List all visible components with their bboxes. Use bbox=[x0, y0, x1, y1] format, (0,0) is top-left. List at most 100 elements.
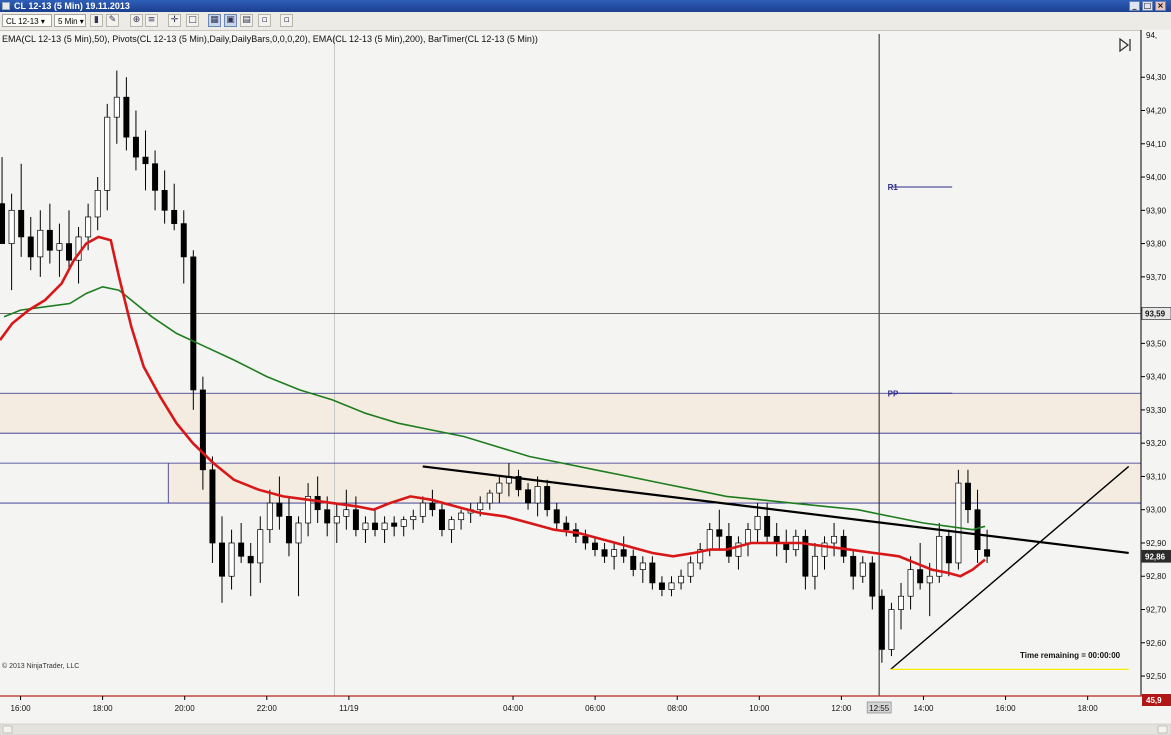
crosshair-icon[interactable]: ✛ bbox=[168, 14, 181, 27]
candle-body bbox=[592, 542, 598, 550]
candle bbox=[27, 216, 34, 271]
candle-body bbox=[725, 535, 732, 557]
candle-body bbox=[295, 522, 302, 544]
candle bbox=[219, 516, 225, 603]
candle bbox=[630, 549, 637, 577]
candle bbox=[735, 536, 742, 570]
close-button[interactable]: × bbox=[1155, 1, 1166, 11]
candle bbox=[888, 602, 895, 657]
candle-body bbox=[352, 509, 359, 531]
candle-body bbox=[305, 496, 312, 524]
candle bbox=[678, 569, 685, 590]
candle bbox=[496, 476, 503, 504]
trendline-1 bbox=[422, 465, 1129, 555]
collapse-panel-icon[interactable] bbox=[1119, 37, 1131, 53]
candle-body bbox=[525, 489, 532, 504]
data-box-icon[interactable]: □ bbox=[186, 14, 199, 27]
maximize-button[interactable]: □ bbox=[1142, 1, 1153, 11]
candle bbox=[209, 456, 216, 563]
scroll-left-button[interactable] bbox=[2, 725, 13, 734]
candle-body bbox=[582, 535, 589, 544]
candle-body bbox=[381, 522, 388, 531]
candle bbox=[362, 516, 369, 543]
candle-body bbox=[66, 243, 72, 261]
candle bbox=[8, 193, 15, 291]
price-tick-label: 93,50 bbox=[1146, 339, 1167, 348]
candle-body bbox=[37, 229, 44, 258]
time-tick-label: 18:00 bbox=[1078, 704, 1099, 713]
candle bbox=[649, 556, 656, 590]
grid-icon[interactable]: ▦ bbox=[208, 14, 221, 27]
zoom-icon[interactable]: ⊕ bbox=[130, 14, 143, 27]
link-icon[interactable]: ▫ bbox=[258, 14, 271, 27]
price-marker-label: 93,59 bbox=[1145, 309, 1166, 318]
window-icon[interactable]: ▤ bbox=[240, 14, 253, 27]
candle bbox=[754, 503, 761, 543]
price-tick-label: 92,50 bbox=[1146, 672, 1167, 681]
candle bbox=[926, 562, 933, 617]
candle-body bbox=[152, 163, 159, 191]
candle-body bbox=[658, 582, 665, 590]
price-tick-label: 92,80 bbox=[1146, 572, 1167, 581]
candle-body bbox=[802, 535, 809, 577]
zone-2 bbox=[168, 463, 1141, 504]
candle-body bbox=[735, 542, 742, 557]
time-tick-label: 04:00 bbox=[503, 704, 524, 713]
candle-body bbox=[458, 512, 465, 521]
bar-type-icon[interactable]: ▮ bbox=[90, 14, 103, 27]
ema-50-line bbox=[0, 235, 986, 578]
interval-selector[interactable]: 5 Min ▾ bbox=[54, 14, 86, 27]
candle bbox=[46, 203, 53, 264]
candle bbox=[486, 489, 493, 510]
candle-body bbox=[859, 562, 866, 577]
pencil-icon[interactable]: ✎ bbox=[106, 14, 119, 27]
candle-body bbox=[496, 482, 503, 494]
candle-body bbox=[429, 502, 436, 511]
candle bbox=[878, 589, 885, 663]
candle-body bbox=[831, 535, 838, 544]
candle-body bbox=[333, 516, 340, 524]
share-icon[interactable]: ▫ bbox=[280, 14, 293, 27]
candle-body bbox=[343, 509, 350, 517]
candle bbox=[381, 516, 388, 543]
pivot-r1-label: R1 bbox=[888, 183, 899, 192]
candle-body bbox=[113, 96, 120, 118]
candle bbox=[802, 529, 809, 590]
candle-body bbox=[936, 535, 943, 577]
candle-body bbox=[27, 236, 34, 258]
candle-body bbox=[276, 502, 283, 517]
horizontal-scrollbar[interactable] bbox=[0, 723, 1171, 735]
candle-body bbox=[46, 229, 53, 251]
candle-body bbox=[716, 529, 723, 537]
candle bbox=[582, 529, 589, 550]
price-axis-bg bbox=[1141, 30, 1171, 698]
candle-body bbox=[534, 486, 541, 504]
candle-body bbox=[180, 223, 187, 258]
candle bbox=[285, 496, 292, 557]
candle bbox=[276, 476, 283, 530]
price-tick-label: 92,90 bbox=[1146, 539, 1167, 548]
price-tick-label: 94,20 bbox=[1146, 107, 1167, 116]
properties-icon[interactable]: ≡ bbox=[145, 14, 158, 27]
scroll-right-button[interactable] bbox=[1157, 725, 1168, 734]
candle bbox=[37, 210, 44, 277]
time-tick-label: 16:00 bbox=[11, 704, 32, 713]
candle bbox=[113, 70, 120, 144]
ema-layer bbox=[0, 235, 986, 578]
candle-body bbox=[601, 549, 608, 557]
candle bbox=[945, 529, 952, 577]
minimize-button[interactable]: _ bbox=[1129, 1, 1140, 11]
price-tick-label: 93,90 bbox=[1146, 206, 1167, 215]
candle bbox=[257, 516, 264, 583]
candle bbox=[429, 489, 436, 517]
candle-body bbox=[132, 136, 139, 158]
candle-body bbox=[687, 562, 694, 577]
restore-icon[interactable]: ▣ bbox=[224, 14, 237, 27]
candle-body bbox=[668, 582, 675, 590]
candle-body bbox=[745, 529, 751, 544]
candle-body bbox=[917, 569, 924, 584]
instrument-selector[interactable]: CL 12-13 ▾ bbox=[2, 14, 52, 27]
candle bbox=[419, 496, 426, 524]
time-tick-label: 14:00 bbox=[913, 704, 934, 713]
